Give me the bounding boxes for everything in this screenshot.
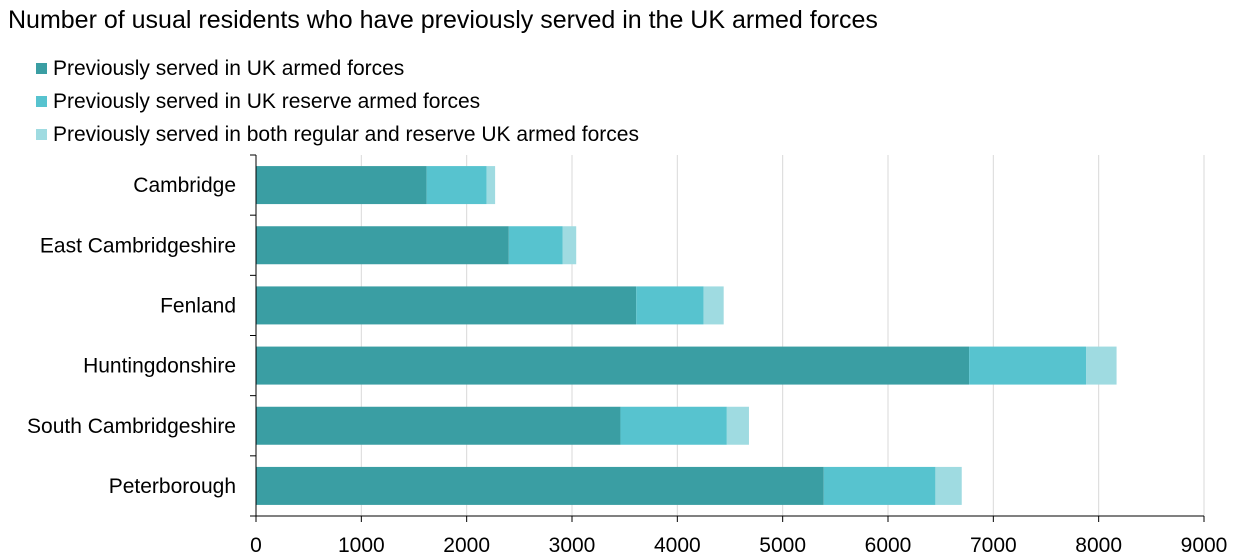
category-label: Fenland — [160, 294, 236, 317]
legend-swatch — [36, 129, 47, 140]
x-tick-label: 5000 — [759, 534, 806, 557]
bar-segment — [256, 466, 824, 505]
category-label: Cambridge — [133, 174, 236, 197]
legend-label: Previously served in UK armed forces — [53, 56, 405, 80]
category-label: Huntingdonshire — [83, 355, 236, 378]
legend-swatch — [36, 96, 47, 107]
legend-swatch — [36, 63, 47, 74]
bar-segment — [1086, 346, 1117, 385]
bar-segment — [703, 286, 724, 325]
legend-item: Previously served in both regular and re… — [36, 118, 639, 151]
x-tick-label: 1000 — [338, 534, 385, 557]
bar-segment — [256, 406, 621, 445]
bar-segment — [726, 406, 749, 445]
x-tick-label: 7000 — [970, 534, 1017, 557]
bar-segment — [823, 466, 936, 505]
category-label: Peterborough — [109, 475, 236, 498]
legend-label: Previously served in UK reserve armed fo… — [53, 89, 481, 113]
bar-segment — [969, 346, 1087, 385]
bar-segment — [256, 166, 427, 205]
x-tick-label: 0 — [250, 534, 262, 557]
x-tick-label: 2000 — [443, 534, 490, 557]
legend-label: Previously served in both regular and re… — [53, 122, 639, 146]
legend: Previously served in UK armed forces Pre… — [36, 52, 639, 151]
x-tick-label: 4000 — [654, 534, 701, 557]
bar-segment — [620, 406, 727, 445]
legend-item: Previously served in UK reserve armed fo… — [36, 85, 639, 118]
chart-title: Number of usual residents who have previ… — [8, 6, 878, 34]
bar-segment — [636, 286, 704, 325]
legend-item: Previously served in UK armed forces — [36, 52, 639, 85]
category-label: South Cambridgeshire — [27, 415, 236, 438]
bar-segment — [256, 226, 509, 265]
bar-segment — [256, 286, 637, 325]
x-tick-label: 9000 — [1181, 534, 1228, 557]
bar-segment — [508, 226, 563, 265]
bar-segment — [426, 166, 487, 205]
bar-segment — [256, 346, 970, 385]
bar-segment — [486, 166, 496, 205]
bar-segment — [562, 226, 577, 265]
x-tick-label: 8000 — [1075, 534, 1122, 557]
x-tick-label: 3000 — [549, 534, 596, 557]
x-tick-label: 6000 — [865, 534, 912, 557]
bar-segment — [935, 466, 962, 505]
category-label: East Cambridgeshire — [40, 234, 236, 257]
